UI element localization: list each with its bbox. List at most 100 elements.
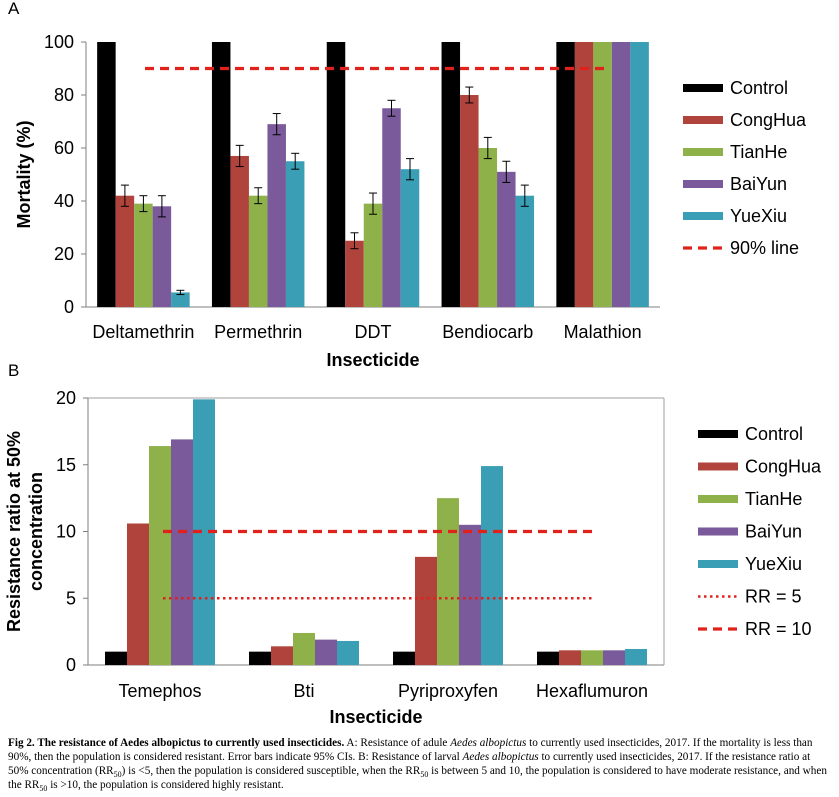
b-bar-conghua-pyriproxyfen — [415, 556, 437, 665]
b-category-label-bti: Bti — [293, 681, 314, 701]
a-legend-label-yuexiu: YueXiu — [730, 206, 787, 226]
b-bar-conghua-temephos — [127, 523, 149, 665]
a-bar-conghua-deltamethrin — [115, 195, 135, 307]
b-legend-label-baiyun: BaiYun — [745, 522, 802, 542]
b-legend-swatch-control — [698, 430, 738, 438]
b-legend-label-conghua: CongHua — [745, 457, 822, 477]
b-category-label-temephos: Temephos — [118, 681, 201, 701]
b-bar-yuexiu-bti — [337, 640, 359, 665]
a-y-tick-label: 80 — [54, 85, 74, 105]
b-legend-label-yuexiu: YueXiu — [745, 554, 802, 574]
b-y-tick-label: 20 — [56, 388, 76, 408]
b-bar-control-pyriproxyfen — [393, 651, 415, 665]
b-bar-yuexiu-temephos — [193, 399, 215, 665]
a-category-label-ddt: DDT — [355, 322, 392, 342]
b-y-axis-label: Resistance ratio at 50% — [4, 431, 24, 632]
b-legend-label-rr-5: RR = 5 — [745, 587, 802, 607]
b-category-label-pyriproxyfen: Pyriproxyfen — [398, 681, 498, 701]
a-bar-control-ddt — [326, 42, 346, 307]
a-category-label-deltamethrin: Deltamethrin — [92, 322, 194, 342]
b-bar-control-temephos — [105, 651, 127, 665]
caption-species1: Aedes albopictus — [450, 737, 527, 749]
b-bar-yuexiu-hexaflumuron — [625, 648, 647, 665]
b-bar-conghua-hexaflumuron — [559, 650, 581, 665]
caption-sub3: 50 — [39, 784, 48, 794]
a-category-label-bendiocarb: Bendiocarb — [442, 322, 533, 342]
b-bar-tianhe-hexaflumuron — [581, 650, 603, 665]
a-bar-conghua-permethrin — [230, 155, 249, 307]
a-bar-control-permethrin — [211, 42, 231, 307]
b-legend-swatch-tianhe — [698, 495, 738, 503]
a-y-tick-label: 100 — [44, 32, 74, 52]
a-legend-swatch-tianhe — [683, 148, 723, 156]
a-bar-control-malathion — [556, 42, 575, 307]
b-x-axis-label: Insecticide — [329, 707, 422, 727]
b-legend-label-tianhe: TianHe — [745, 489, 802, 509]
b-bar-yuexiu-pyriproxyfen — [481, 466, 503, 665]
caption-seg3: to currently used insecticides, 2017. If… — [8, 751, 811, 777]
a-bar-control-deltamethrin — [97, 42, 116, 307]
b-y-tick-label: 10 — [56, 522, 76, 542]
b-legend-swatch-conghua — [698, 462, 738, 471]
a-legend-swatch-baiyun — [683, 180, 723, 188]
a-legend-swatch-yuexiu — [683, 212, 723, 220]
b-legend-swatch-yuexiu — [698, 560, 738, 568]
a-bar-yuexiu-ddt — [400, 169, 420, 307]
a-bar-baiyun-bendiocarb — [497, 171, 516, 307]
a-legend-label-control: Control — [730, 78, 788, 98]
b-bar-baiyun-pyriproxyfen — [459, 524, 481, 665]
b-category-label-hexaflumuron: Hexaflumuron — [536, 681, 648, 701]
b-bar-tianhe-pyriproxyfen — [437, 498, 459, 665]
a-legend-label-baiyun: BaiYun — [730, 174, 787, 194]
a-bar-tianhe-deltamethrin — [134, 203, 153, 307]
a-bar-yuexiu-bendiocarb — [515, 195, 535, 307]
b-legend-swatch-baiyun — [698, 527, 738, 536]
chart-b: B 0 5 10 15 20 Resistance ratio at 50% concentr… — [4, 361, 822, 727]
a-y-tick-label: 40 — [54, 191, 74, 211]
b-panel-label: B — [8, 361, 19, 380]
a-legend-swatch-control — [683, 84, 723, 92]
b-bar-control-hexaflumuron — [537, 651, 559, 665]
caption-seg4: ) is <5, then the population is consider… — [121, 765, 421, 777]
figure-caption: Fig 2. The resistance of Aedes albopictu… — [8, 736, 832, 794]
a-legend-swatch-conghua — [683, 116, 723, 124]
a-bar-yuexiu-permethrin — [285, 161, 305, 307]
caption-sub1: 50 — [113, 770, 122, 780]
a-bar-yuexiu-deltamethrin — [171, 292, 190, 307]
a-bar-control-bendiocarb — [441, 42, 461, 307]
b-legend-label-rr-10: RR = 10 — [745, 619, 812, 639]
a-bar-tianhe-ddt — [363, 203, 383, 307]
a-y-tick-label: 20 — [54, 244, 74, 264]
b-bar-tianhe-bti — [293, 632, 315, 665]
b-bar-baiyun-bti — [315, 639, 337, 665]
a-bar-baiyun-ddt — [382, 108, 401, 307]
a-category-label-permethrin: Permethrin — [214, 322, 302, 342]
b-legend-label-control: Control — [745, 424, 803, 444]
caption-title: Fig 2. The resistance of Aedes albopictu… — [8, 737, 345, 749]
a-bar-baiyun-malathion — [611, 42, 631, 307]
a-legend-label-tianhe: TianHe — [730, 142, 787, 162]
a-y-tick-label: 0 — [64, 297, 74, 317]
b-bar-control-bti — [249, 651, 271, 665]
b-bar-conghua-bti — [271, 646, 293, 665]
caption-seg1: A: Resistance of adule — [344, 737, 451, 749]
a-panel-label: A — [8, 0, 20, 18]
caption-sub2: 50 — [420, 770, 429, 780]
a-legend-label-90-line: 90% line — [730, 238, 799, 258]
a-bar-yuexiu-malathion — [630, 42, 649, 307]
b-y-tick-label: 5 — [66, 588, 76, 608]
b-y-tick-label: 15 — [56, 455, 76, 475]
b-bar-baiyun-temephos — [171, 439, 193, 665]
caption-seg6: is >10, the population is considered hig… — [47, 779, 284, 791]
b-bar-tianhe-temephos — [149, 446, 171, 665]
a-y-tick-label: 60 — [54, 138, 74, 158]
a-category-label-malathion: Malathion — [564, 322, 642, 342]
caption-species2: Aedes albopictus — [462, 751, 539, 763]
a-x-axis-label: Insecticide — [326, 350, 419, 370]
a-bar-tianhe-malathion — [593, 42, 612, 307]
a-bar-conghua-malathion — [574, 42, 594, 307]
chart-a: A 0 20 40 60 80 100 Mortality (%) Deltamethrin Pe… — [8, 0, 807, 370]
a-legend-label-conghua: CongHua — [730, 110, 807, 130]
b-bar-baiyun-hexaflumuron — [603, 650, 625, 665]
a-y-axis-label: Mortality (%) — [14, 120, 34, 228]
